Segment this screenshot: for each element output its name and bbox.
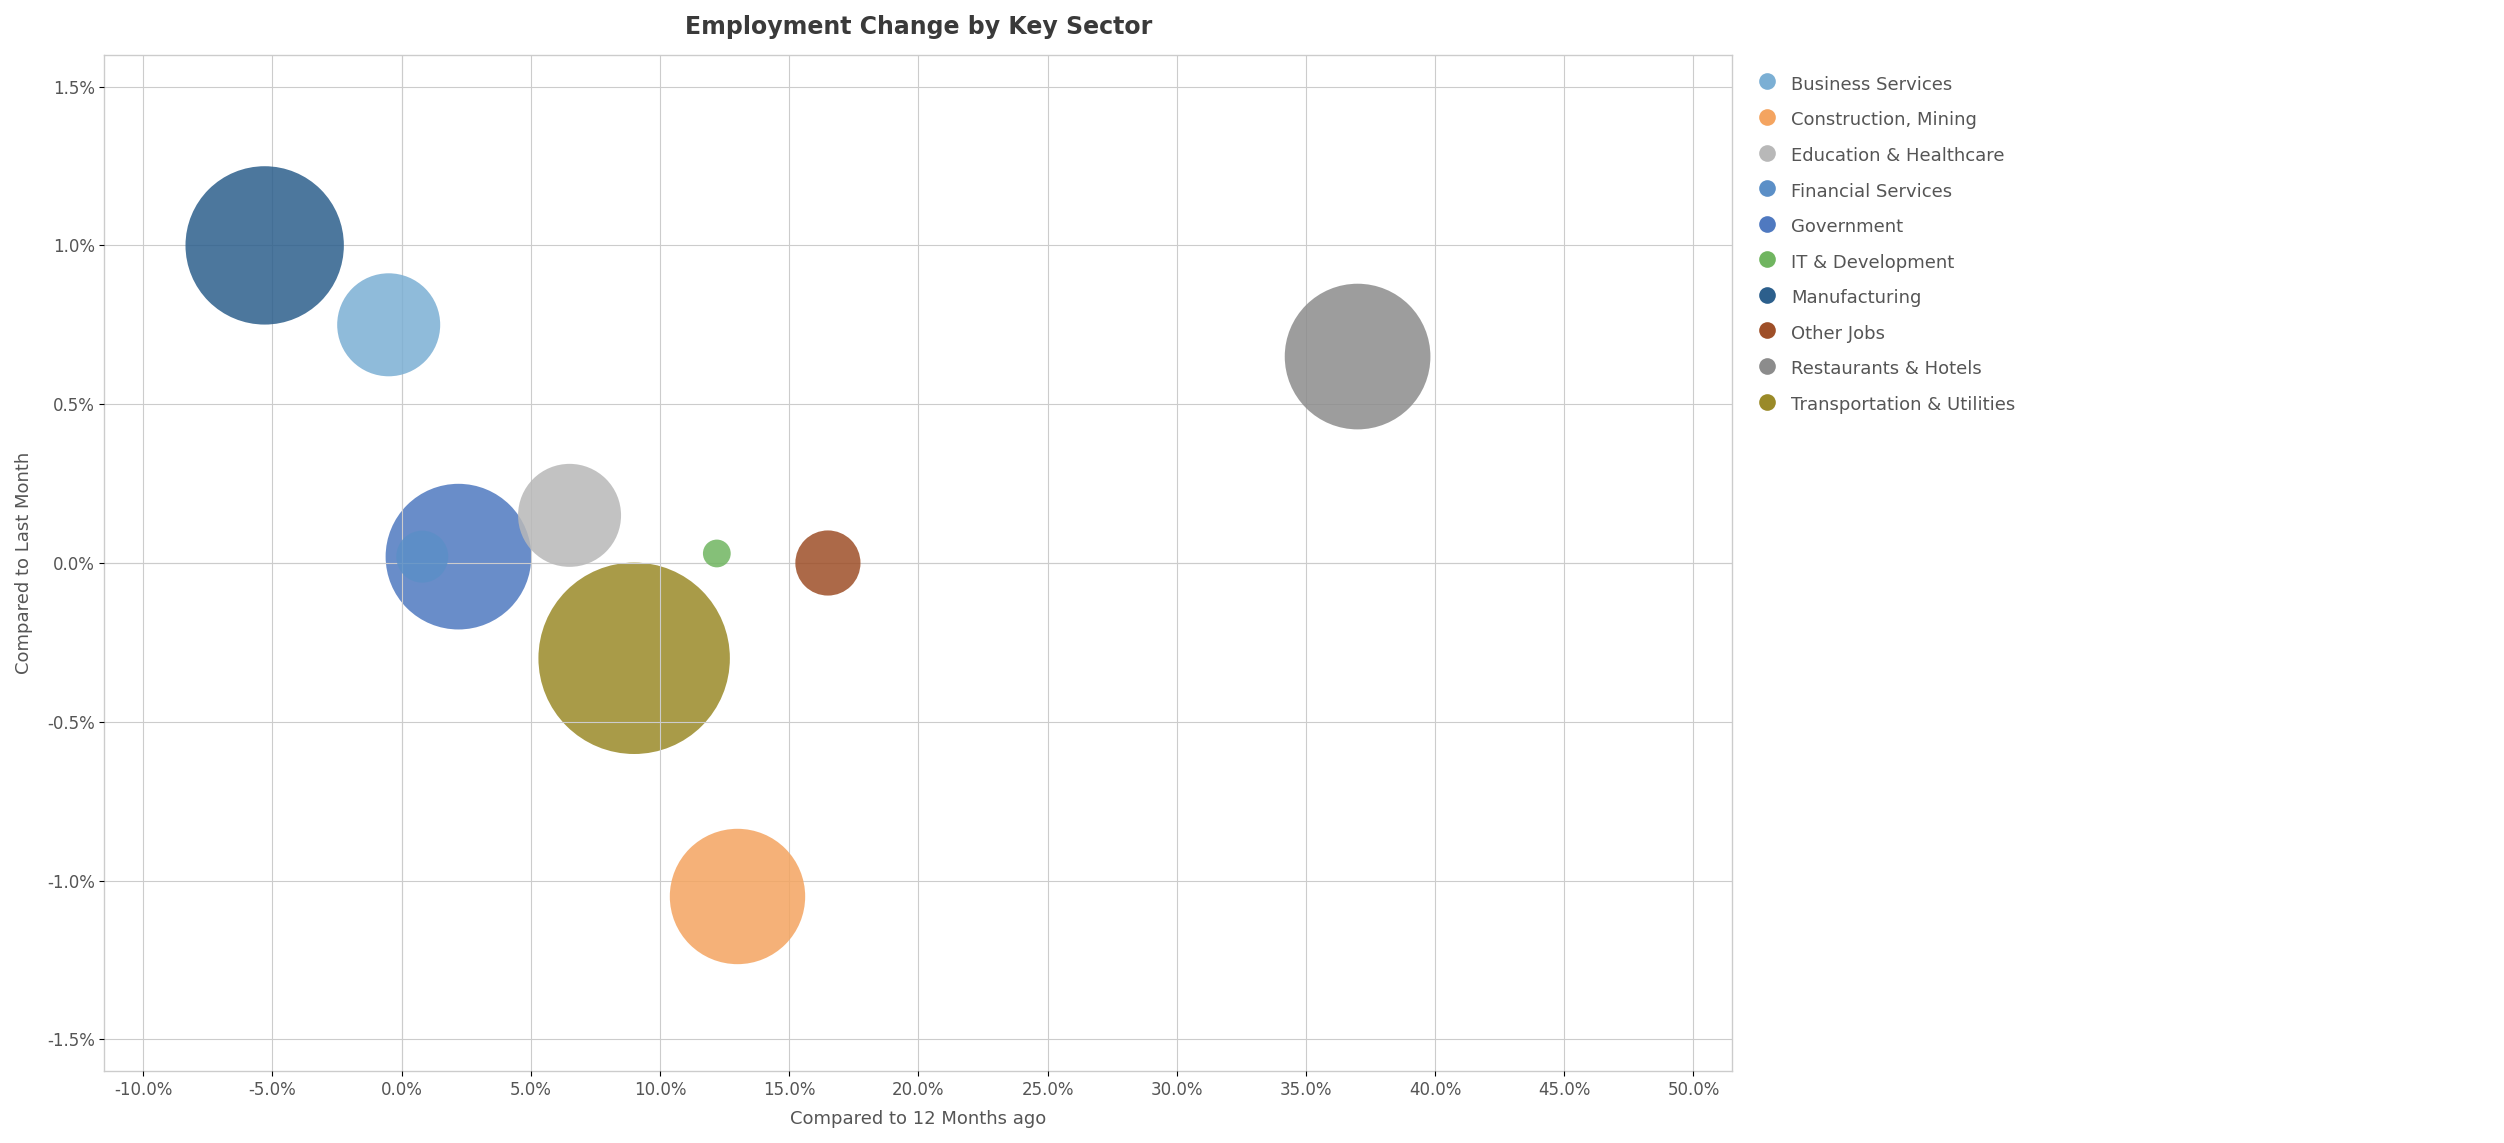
Legend: Business Services, Construction, Mining, Education & Healthcare, Financial Servi: Business Services, Construction, Mining,… bbox=[1750, 64, 2023, 424]
Point bbox=[809, 554, 849, 573]
Point bbox=[438, 547, 478, 566]
Point bbox=[613, 649, 654, 668]
Y-axis label: Compared to Last Month: Compared to Last Month bbox=[15, 451, 33, 674]
X-axis label: Compared to 12 Months ago: Compared to 12 Months ago bbox=[791, 1110, 1047, 1128]
Point bbox=[403, 547, 443, 566]
Point bbox=[245, 237, 285, 255]
Point bbox=[368, 315, 408, 334]
Title: Employment Change by Key Sector: Employment Change by Key Sector bbox=[684, 15, 1152, 39]
Point bbox=[719, 887, 759, 905]
Point bbox=[696, 544, 736, 562]
Point bbox=[1337, 347, 1377, 366]
Point bbox=[548, 506, 588, 525]
